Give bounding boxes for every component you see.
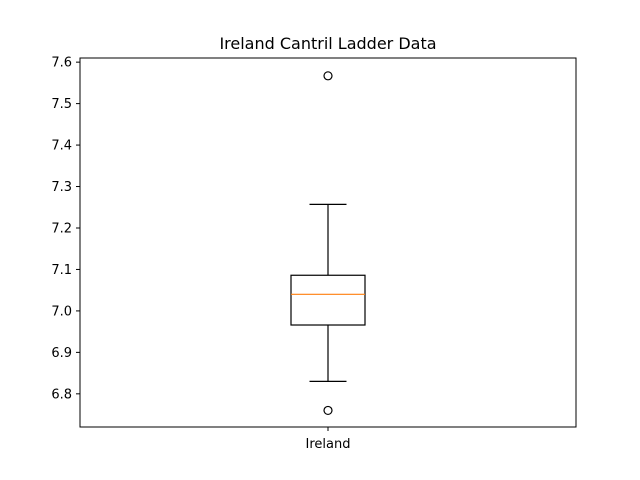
iqr-box	[290, 274, 366, 326]
y-tick-label: 7.1	[51, 263, 72, 278]
outlier-point	[323, 71, 333, 81]
y-tick-label: 7.0	[51, 304, 72, 319]
outlier-point	[323, 405, 333, 416]
y-tick-label: 7.3	[51, 180, 72, 195]
y-tick-label: 6.8	[51, 387, 72, 402]
plot-area: 6.8 6.9 7.0 7.1 7.2 7.3 7.4 7.5 7.6 Ireland	[51, 56, 366, 452]
y-tick-label: 7.5	[51, 97, 72, 112]
y-tick-label: 7.4	[51, 139, 72, 154]
chart-title: Ireland Cantril Ladder Data	[219, 34, 436, 53]
y-tick-label: 7.2	[51, 221, 72, 236]
y-tick-label: 7.6	[51, 56, 72, 71]
axes-frame	[79, 57, 577, 428]
x-tick-label: Ireland	[306, 437, 351, 452]
y-tick-label: 6.9	[51, 346, 72, 361]
